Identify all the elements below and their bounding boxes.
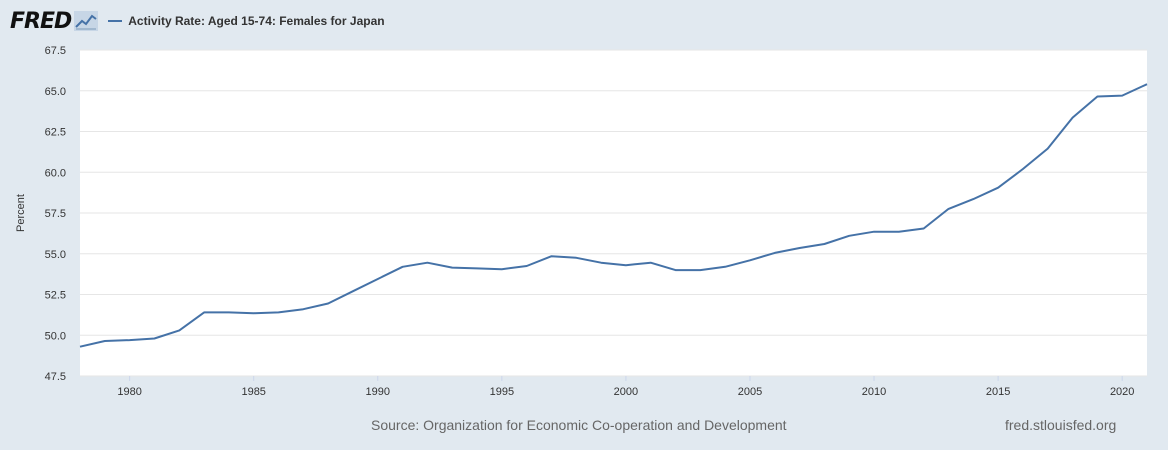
y-tick-label: 47.5: [45, 371, 66, 383]
x-tick-label: 1990: [366, 386, 390, 398]
series-layer: [79, 83, 1148, 348]
x-tick-label: 2005: [738, 386, 762, 398]
source-note: Source: Organization for Economic Co-ope…: [371, 417, 787, 433]
series-line: [79, 83, 1148, 348]
fred-logo-text: FRED: [10, 8, 72, 34]
y-tick-label: 50.0: [45, 330, 66, 342]
chart-header: FRED Activity Rate: Aged 15-74: Females …: [10, 6, 385, 36]
fred-logo[interactable]: FRED: [10, 8, 99, 34]
x-tick-label: 2020: [1110, 386, 1134, 398]
y-axis-ticks: 47.5 50.0 52.5 55.0 57.5 60.0 62.5 65.0 67.5: [45, 45, 66, 383]
y-tick-label: 62.5: [45, 127, 66, 139]
x-tick-label: 2015: [986, 386, 1010, 398]
x-tick-label: 1985: [241, 386, 265, 398]
y-tick-label: 67.5: [45, 45, 66, 57]
fred-url-link[interactable]: fred.stlouisfed.org: [1005, 417, 1117, 433]
x-tick-label: 1995: [490, 386, 514, 398]
y-tick-label: 55.0: [45, 249, 66, 261]
y-tick-label: 65.0: [45, 86, 66, 98]
y-axis-label: Percent: [15, 194, 27, 232]
y-gridlines: [80, 49, 1147, 377]
x-tick-label: 2010: [862, 386, 886, 398]
line-chart: 47.5 50.0 52.5 55.0 57.5 60.0 62.5 65.0 67.5 198…: [15, 45, 1148, 398]
x-tick-label: 2000: [614, 386, 638, 398]
y-tick-label: 60.0: [45, 167, 66, 179]
y-tick-label: 57.5: [45, 208, 66, 220]
chart-legend: Activity Rate: Aged 15-74: Females for J…: [108, 14, 385, 28]
y-tick-label: 52.5: [45, 290, 66, 302]
x-axis-ticks: 1980 1985 1990 1995 2000 2005 2010 2015 2020: [117, 376, 1134, 398]
fred-graph-icon: [74, 11, 99, 31]
legend-label: Activity Rate: Aged 15-74: Females for J…: [128, 14, 385, 28]
legend-swatch: [108, 20, 123, 22]
x-tick-label: 1980: [117, 386, 141, 398]
